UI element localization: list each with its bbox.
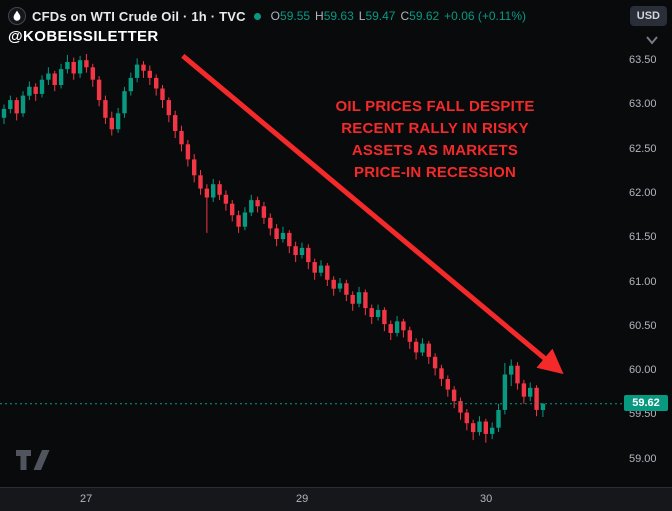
price-tick-label: 59.50 xyxy=(629,408,657,420)
chart-canvas[interactable] xyxy=(0,0,622,487)
close-label: C xyxy=(400,9,410,23)
open-label: O xyxy=(270,9,281,23)
price-tick-label: 61.50 xyxy=(629,231,657,243)
high-value: 59.63 xyxy=(323,9,354,23)
tradingview-logo[interactable] xyxy=(16,448,50,472)
annotation-line: RECENT RALLY IN RISKY xyxy=(341,120,529,137)
open-value: 59.55 xyxy=(280,9,311,23)
chart-legend: CFDs on WTI Crude Oil · 1h · TVC O59.55 … xyxy=(8,7,526,25)
time-tick-label: 27 xyxy=(80,493,93,505)
price-tick-label: 63.00 xyxy=(629,98,657,110)
price-tick-label: 60.00 xyxy=(629,364,657,376)
chevron-down-icon[interactable] xyxy=(644,34,660,46)
price-axis[interactable]: 63.50 63.00 62.50 62.00 61.50 61.00 60.50 60.00… xyxy=(622,0,672,487)
low-label: L xyxy=(358,9,366,23)
last-price-badge: 59.62 xyxy=(624,395,668,411)
time-tick-label: 30 xyxy=(480,493,493,505)
time-tick-label: 29 xyxy=(296,493,309,505)
ohlc-readout: O59.55 H59.63 L59.47 C59.62 +0.06 (+0.11… xyxy=(271,9,526,23)
price-tick-label: 61.00 xyxy=(629,276,657,288)
price-tick-label: 63.50 xyxy=(629,54,657,66)
price-tick-label: 60.50 xyxy=(629,320,657,332)
price-tick-label: 59.00 xyxy=(629,453,657,465)
annotation-line: PRICE-IN RECESSION xyxy=(354,164,516,181)
annotation-text: OIL PRICES FALL DESPITE RECENT RALLY IN … xyxy=(330,96,540,184)
low-value: 59.47 xyxy=(365,9,396,23)
oil-symbol-icon xyxy=(8,7,26,25)
time-axis[interactable]: 27 29 30 xyxy=(0,487,672,511)
currency-button[interactable]: USD xyxy=(629,6,667,26)
close-value: 59.62 xyxy=(409,9,440,23)
annotation-line: ASSETS AS MARKETS xyxy=(351,142,519,159)
price-tick-label: 62.00 xyxy=(629,187,657,199)
high-label: H xyxy=(315,9,324,23)
watermark-handle: @KOBEISSILETTER xyxy=(8,28,159,45)
price-tick-label: 62.50 xyxy=(629,143,657,155)
market-status-dot xyxy=(253,12,261,20)
annotation-line: OIL PRICES FALL DESPITE xyxy=(335,98,535,115)
symbol-title[interactable]: CFDs on WTI Crude Oil · 1h · TVC xyxy=(32,8,246,24)
change-value: +0.06 (+0.11%) xyxy=(444,9,527,23)
